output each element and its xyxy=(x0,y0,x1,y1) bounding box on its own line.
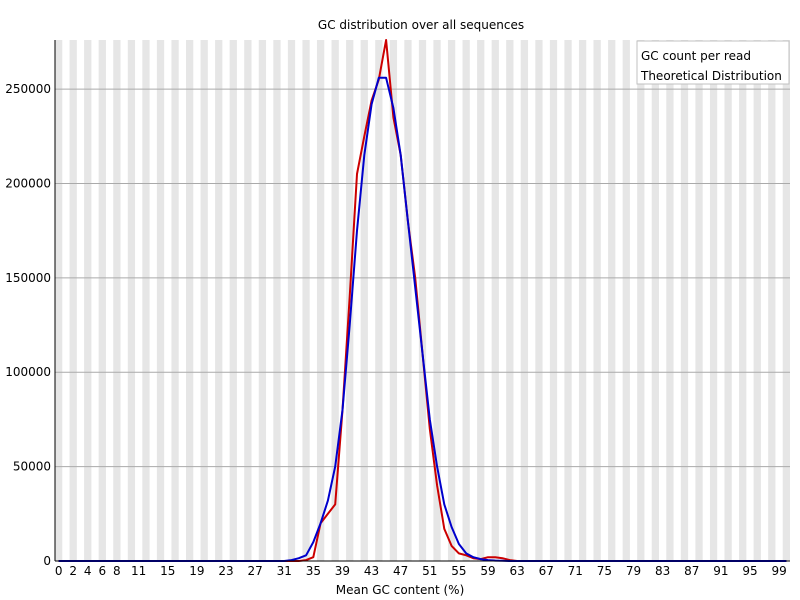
background-band xyxy=(768,40,776,561)
background-band xyxy=(535,40,543,561)
background-band xyxy=(739,40,747,561)
background-band xyxy=(215,40,223,561)
chart-title: GC distribution over all sequences xyxy=(318,18,524,32)
background-band xyxy=(316,40,325,561)
background-band xyxy=(680,40,689,561)
background-band xyxy=(608,40,616,561)
y-tick-label: 150000 xyxy=(5,271,51,285)
y-tick-label: 50000 xyxy=(13,460,51,474)
x-tick-label: 19 xyxy=(189,564,204,578)
x-tick-labels: 0 2 4 6 8 11 15 19 23 27 31 35 39 43 47 51 55 59 63 67 71 75 7… xyxy=(55,564,787,578)
background-band xyxy=(549,40,558,561)
x-tick-label: 67 xyxy=(539,564,554,578)
y-tick-label: 100000 xyxy=(5,365,51,379)
x-tick-label: 2 xyxy=(69,564,77,578)
background-band xyxy=(404,40,412,561)
background-band xyxy=(360,40,368,561)
background-band xyxy=(564,40,572,561)
x-tick-label: 71 xyxy=(568,564,583,578)
background-band xyxy=(433,40,441,561)
y-tick-label: 200000 xyxy=(5,176,51,190)
x-tick-label: 27 xyxy=(247,564,262,578)
background-band xyxy=(200,40,208,561)
legend-entry-gc-count: GC count per read xyxy=(641,49,751,63)
background-band xyxy=(69,40,77,561)
background-band xyxy=(98,40,106,561)
x-tick-label: 8 xyxy=(113,564,121,578)
x-tick-label: 79 xyxy=(626,564,641,578)
background-band xyxy=(666,40,674,561)
background-band xyxy=(229,40,237,561)
x-tick-label: 83 xyxy=(655,564,670,578)
x-tick-label: 0 xyxy=(55,564,63,578)
x-axis-label: Mean GC content (%) xyxy=(336,583,465,597)
legend: GC count per read Theoretical Distributi… xyxy=(636,40,790,85)
x-tick-label: 23 xyxy=(218,564,233,578)
y-tick-label: 250000 xyxy=(5,82,51,96)
x-tick-label: 87 xyxy=(684,564,699,578)
background-band xyxy=(156,40,165,561)
background-band xyxy=(520,40,529,561)
background-band xyxy=(462,40,470,561)
background-band xyxy=(375,40,383,561)
legend-box xyxy=(636,40,790,85)
x-tick-label: 91 xyxy=(713,564,728,578)
background-band xyxy=(491,40,499,561)
x-tick-label: 6 xyxy=(98,564,106,578)
background-band xyxy=(389,40,398,561)
background-band xyxy=(506,40,514,561)
background-band xyxy=(782,40,790,561)
background-band xyxy=(185,40,194,561)
background-band xyxy=(578,40,587,561)
x-tick-label: 59 xyxy=(480,564,495,578)
x-tick-label: 15 xyxy=(160,564,175,578)
background-band xyxy=(753,40,761,561)
background-band xyxy=(244,40,252,561)
background-band xyxy=(127,40,136,561)
x-tick-label: 75 xyxy=(597,564,612,578)
background-band xyxy=(637,40,645,561)
x-tick-label: 31 xyxy=(277,564,292,578)
background-band xyxy=(724,40,732,561)
background-band xyxy=(695,40,703,561)
y-tick-labels: 0 50000 100000 150000 200000 250000 xyxy=(5,82,51,568)
x-tick-label: 55 xyxy=(451,564,466,578)
background-band xyxy=(593,40,601,561)
background-band xyxy=(651,40,660,561)
horizontal-gridlines xyxy=(55,88,790,468)
background-band xyxy=(258,40,267,561)
background-band xyxy=(273,40,281,561)
x-tick-label: 43 xyxy=(364,564,379,578)
background-band xyxy=(171,40,179,561)
y-tick-label: 0 xyxy=(43,554,51,568)
background-band xyxy=(331,40,339,561)
x-tick-label: 39 xyxy=(335,564,350,578)
x-tick-label: 63 xyxy=(509,564,524,578)
x-tick-label: 47 xyxy=(393,564,408,578)
background-band xyxy=(287,40,296,561)
x-tick-label: 99 xyxy=(771,564,786,578)
background-band xyxy=(142,40,150,561)
x-tick-label: 51 xyxy=(422,564,437,578)
legend-entry-theoretical: Theoretical Distribution xyxy=(640,69,782,83)
background-band xyxy=(55,40,63,561)
background-band xyxy=(709,40,718,561)
alternating-background-bands xyxy=(55,40,790,561)
background-band xyxy=(302,40,310,561)
background-band xyxy=(447,40,456,561)
x-tick-label: 35 xyxy=(306,564,321,578)
x-tick-label: 4 xyxy=(84,564,92,578)
background-band xyxy=(477,40,485,561)
x-tick-label: 95 xyxy=(742,564,757,578)
background-band xyxy=(84,40,92,561)
background-band xyxy=(418,40,427,561)
background-band xyxy=(113,40,121,561)
background-band xyxy=(622,40,630,561)
x-tick-label: 11 xyxy=(131,564,146,578)
